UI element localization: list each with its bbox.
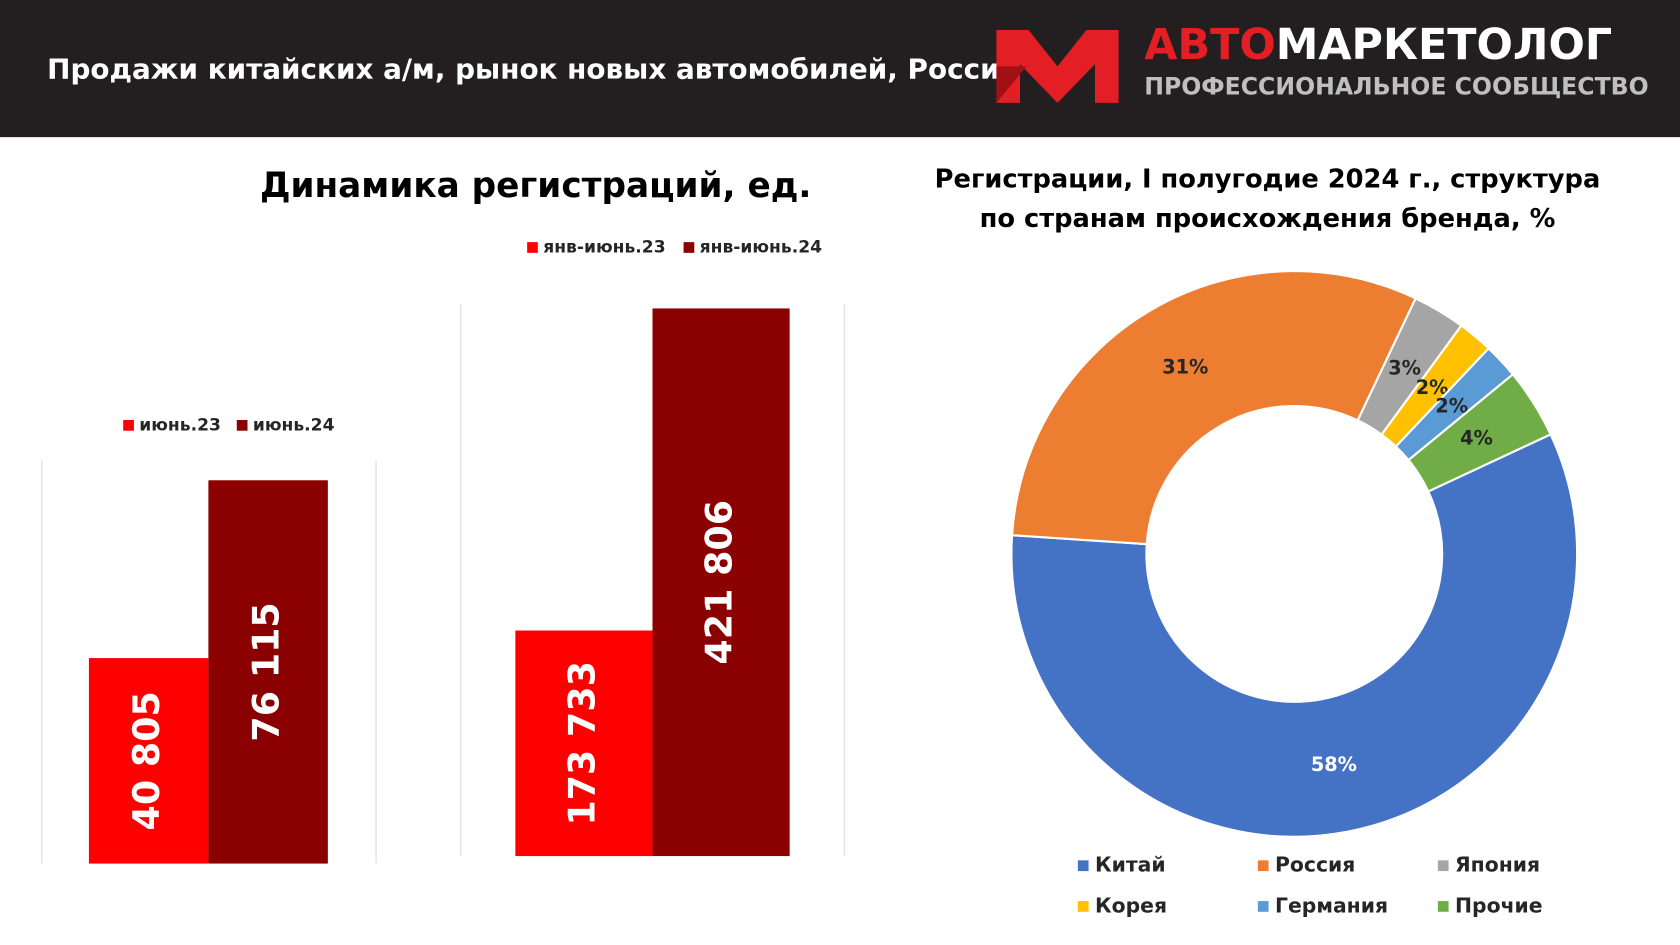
logo-white: МАРКЕТОЛОГ — [1276, 20, 1612, 70]
logo-icon — [996, 30, 1119, 103]
legend-label: янв-июнь.23 — [543, 237, 665, 257]
legend-label: июнь.23 — [139, 415, 221, 435]
value-label: 58% — [1311, 753, 1357, 776]
legend-swatch — [236, 420, 248, 431]
legend-label: Китай — [1095, 853, 1166, 877]
header-bar — [0, 0, 1680, 138]
chart-title: Динамика регистраций, ед. — [260, 166, 811, 206]
bar — [515, 630, 653, 857]
chart-title: по странам происхождения бренда, % — [980, 204, 1556, 234]
value-label: 2% — [1435, 395, 1468, 418]
legend-label: Япония — [1455, 853, 1540, 877]
value-label: 76 115 — [245, 602, 288, 741]
bar — [652, 308, 790, 857]
donut-slice — [1010, 432, 1579, 838]
bar — [208, 480, 328, 864]
legend-label: Прочие — [1455, 893, 1543, 917]
chart-title: Регистрации, I полугодие 2024 г., структ… — [935, 165, 1601, 195]
logo-name: АВТОМАРКЕТОЛОГ — [1144, 20, 1612, 70]
legend-label: Корея — [1095, 893, 1167, 917]
value-label: 31% — [1162, 356, 1208, 379]
donut-slice — [1010, 270, 1418, 546]
legend-swatch — [1077, 860, 1089, 872]
legend-swatch — [527, 242, 538, 253]
legend-swatch — [1437, 901, 1449, 912]
value-label: 2% — [1416, 376, 1449, 399]
legend-label: янв-июнь.24 — [700, 237, 823, 257]
value-label: 173 733 — [560, 661, 603, 826]
legend-swatch — [1077, 901, 1089, 912]
legend-swatch — [1257, 860, 1269, 872]
bar — [88, 658, 209, 864]
value-label: 421 806 — [698, 500, 741, 665]
legend-swatch — [1437, 860, 1449, 872]
value-label: 40 805 — [125, 691, 168, 830]
legend-label: Россия — [1275, 853, 1355, 877]
legend-swatch — [123, 420, 134, 431]
legend-swatch — [1257, 901, 1269, 912]
logo-red: АВТО — [1144, 20, 1275, 70]
legend-swatch — [683, 242, 695, 253]
legend-label: Германия — [1275, 893, 1388, 917]
logo-sub: ПРОФЕССИОНАЛЬНОЕ СООБЩЕСТВО — [1144, 72, 1648, 100]
legend-label: июнь.24 — [253, 415, 335, 435]
value-label: 3% — [1388, 356, 1421, 379]
header-title: Продажи китайских а/м, рынок новых автом… — [47, 53, 1017, 86]
donut-slice — [1407, 372, 1553, 493]
value-label: 4% — [1460, 427, 1493, 450]
